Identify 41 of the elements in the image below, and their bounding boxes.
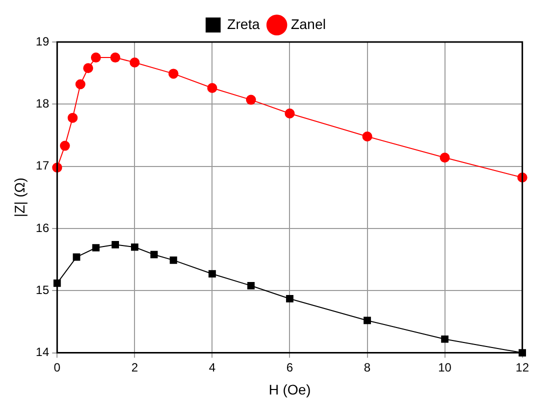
x-tick-label: 4: [208, 360, 216, 374]
y-tick-label: 19: [36, 34, 50, 48]
point: [110, 52, 120, 63]
x-axis-title: H (Oe): [268, 381, 311, 398]
x-tick-label: 10: [438, 360, 452, 374]
point: [208, 270, 216, 278]
point: [130, 243, 138, 251]
point: [150, 250, 158, 258]
point: [75, 79, 86, 90]
y-tick-label: 14: [36, 345, 50, 360]
point: [364, 316, 371, 324]
point: [247, 282, 255, 290]
legend-label: Zanel: [290, 16, 326, 32]
y-tick-label: 18: [36, 96, 50, 110]
point: [83, 63, 94, 74]
point: [362, 131, 372, 142]
point: [207, 83, 218, 93]
x-tick-label: 6: [286, 360, 294, 374]
point: [284, 108, 295, 118]
y-tick-label: 17: [36, 158, 50, 173]
point: [246, 94, 256, 105]
x-tick-label: 12: [516, 360, 530, 374]
x-tick-label: 2: [131, 360, 138, 374]
point: [130, 58, 140, 68]
x-tick-label: 0: [54, 360, 61, 374]
point: [68, 112, 78, 123]
legend-label: Zreta: [227, 16, 260, 32]
y-tick-label: 15: [36, 282, 50, 297]
point: [170, 256, 178, 264]
point: [286, 295, 294, 302]
y-axis-title: |Z| (Ω): [11, 178, 28, 218]
point: [60, 140, 70, 151]
point: [92, 244, 100, 252]
y-tick-label: 16: [36, 220, 50, 235]
point: [440, 152, 450, 163]
point: [441, 335, 448, 343]
point: [72, 253, 80, 261]
x-tick-label: 8: [364, 360, 371, 374]
point: [90, 52, 101, 63]
point: [168, 68, 178, 79]
point: [112, 240, 119, 248]
